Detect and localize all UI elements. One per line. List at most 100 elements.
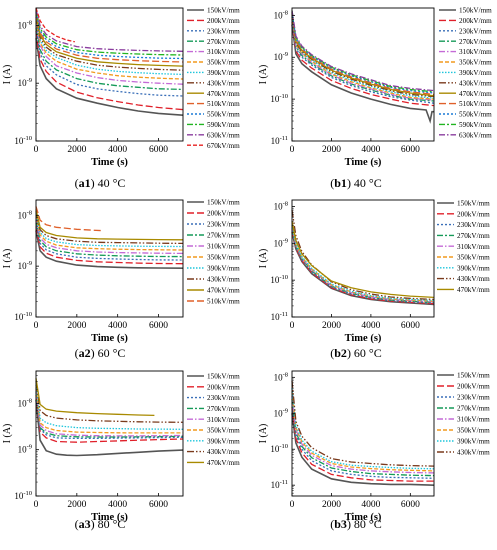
plot-frame [35,7,184,142]
x-tick-label: 4000 [108,500,127,510]
series-line-150kV-mm [35,38,184,116]
series-line-310kV-mm [291,396,435,474]
series-line-670kV-mm [35,7,75,43]
series-line-230kV-mm [291,402,435,479]
series-line-470kV-mm [35,209,184,241]
legend-label: 270kV/mm [207,232,240,240]
plot-frame [35,199,184,318]
series-line-150kV-mm [35,230,184,269]
series-line-150kV-mm [291,232,435,306]
series-line-390kV-mm [35,18,184,76]
legend-label: 310kV/mm [207,48,240,56]
legend-label: 350kV/mm [207,427,240,435]
y-axis-label: I (A) [258,424,269,444]
legend-label: 150kV/mm [207,7,240,15]
legend-label: 230kV/mm [207,27,240,35]
series-line-390kV-mm [35,213,184,248]
x-tick-label: 2000 [67,321,86,331]
y-axis-label: I (A) [258,65,269,85]
x-tick-label: 2000 [67,145,86,155]
chart-panel-b3: 0 2000 4000 6000 Time (s) 10-11 10-10 10-9 10-8 I… [258,370,490,531]
legend-label: 230kV/mm [457,221,490,229]
legend-label: 270kV/mm [207,38,240,46]
legend-label: 310kV/mm [207,243,240,251]
x-tick-label: 4000 [361,500,380,510]
y-tick-label: 10-11 [271,311,288,322]
legend-label: 630kV/mm [207,131,240,139]
series-group [291,10,435,124]
series-line-200kV-mm [35,395,184,443]
series-line-350kV-mm [291,15,435,100]
legend-label: 150kV/mm [207,199,240,207]
series-line-430kV-mm [35,16,184,71]
legend-label: 350kV/mm [459,59,492,67]
series-line-510kV-mm [35,13,184,63]
x-tick-label: 2000 [67,500,86,510]
y-tick-label: 10-10 [270,443,288,454]
y-tick-label: 10-8 [274,9,288,20]
panel-caption: (b2) 60 °C [330,346,382,360]
series-line-430kV-mm [291,380,435,467]
y-axis-label: I (A) [2,65,13,85]
y-tick-label: 10-10 [14,135,32,146]
legend-label: 200kV/mm [207,210,240,218]
series-line-470kV-mm [291,220,435,299]
series-line-350kV-mm [35,215,184,251]
legend-label: 310kV/mm [457,243,490,251]
x-tick-label: 4000 [108,321,127,331]
legend-label: 270kV/mm [459,38,492,46]
x-tick-label: 6000 [401,321,420,331]
legend-label: 200kV/mm [207,17,240,25]
series-line-270kV-mm [291,227,435,303]
legend: 150kV/mm 200kV/mm 230kV/mm 270kV/mm 310kV/mm… [437,200,490,294]
x-tick-label: 2000 [322,145,341,155]
series-line-590kV-mm [35,10,184,56]
series-line-550kV-mm [35,11,184,60]
series-line-510kV-mm [35,206,102,232]
legend-label: 390kV/mm [207,69,240,77]
y-tick-label: 10-8 [274,371,288,382]
series-line-550kV-mm [291,12,435,94]
legend-label: 390kV/mm [207,265,240,273]
legend-label: 430kV/mm [207,276,240,284]
legend-label: 430kV/mm [457,275,490,283]
x-tick-label: 2000 [322,500,341,510]
series-line-200kV-mm [291,21,435,107]
y-tick-label: 10-10 [270,93,288,104]
series-line-630kV-mm [291,10,435,92]
legend-label: 510kV/mm [459,100,492,108]
x-tick-label: 6000 [149,321,168,331]
x-tick-label: 0 [290,500,295,510]
legend: 150kV/mm 200kV/mm 230kV/mm 270kV/mm 310kV/mm… [437,372,490,457]
panel-caption: (b1) 40 °C [330,176,382,190]
series-line-430kV-mm [291,13,435,98]
x-tick-label: 0 [290,321,295,331]
legend-label: 470kV/mm [207,90,240,98]
y-tick-label: 10-8 [18,19,32,30]
x-axis-label: Time (s) [91,512,128,523]
panel-caption: (a2) 60 °C [75,346,126,360]
legend-label: 350kV/mm [457,427,490,435]
plot-frame [291,7,435,142]
chart-panel-a2: 0 2000 4000 6000 Time (s) 10-10 10-9 10-8 I (A) 1… [2,199,240,360]
legend-label: 200kV/mm [457,210,490,218]
chart-panel-b2: 0 2000 4000 6000 Time (s) 10-11 10-10 10-9 10-8 I… [258,199,490,360]
y-tick-label: 10-10 [14,490,32,501]
legend-label: 270kV/mm [207,405,240,413]
chart-panel-b1: 0 2000 4000 6000 Time (s) 10-11 10-10 10-9 10-8 I… [258,7,492,190]
legend-label: 200kV/mm [457,383,490,391]
legend-label: 230kV/mm [459,27,492,35]
y-tick-label: 10-9 [274,51,288,62]
legend-label: 230kV/mm [457,394,490,402]
series-line-390kV-mm [291,224,435,302]
legend-label: 350kV/mm [457,254,490,262]
series-line-510kV-mm [291,12,435,96]
y-tick-label: 10-9 [18,444,32,455]
x-tick-label: 2000 [322,321,341,331]
legend-label: 510kV/mm [207,298,240,306]
legend-label: 590kV/mm [459,121,492,129]
legend-label: 470kV/mm [207,287,240,295]
x-axis-label: Time (s) [91,333,128,344]
legend-label: 510kV/mm [207,100,240,108]
legend-label: 550kV/mm [207,111,240,119]
